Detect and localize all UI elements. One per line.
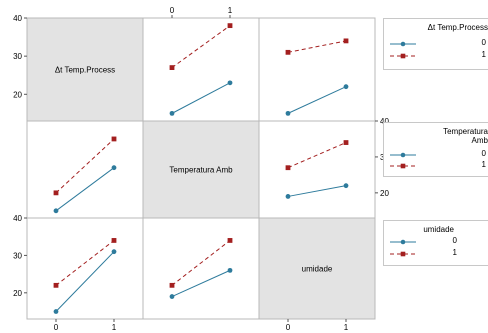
series-line-level-1 — [55, 240, 115, 286]
legend-symbol-level-1 — [390, 251, 416, 257]
series-line-level-0 — [55, 167, 115, 212]
x-tick-label: 1 — [228, 6, 233, 15]
y-tick-label: 40 — [380, 117, 389, 126]
factor-label: umidade — [302, 265, 333, 274]
diagonal-panel — [26, 17, 144, 122]
legend-title-line2: Amb — [471, 136, 488, 145]
legend-title: Δt Temp.Process — [427, 23, 488, 32]
factor-label: Δt Temp.Process — [55, 66, 115, 75]
data-point-level-0 — [343, 183, 349, 189]
series-line-level-0 — [55, 251, 115, 312]
data-point-level-0 — [169, 110, 175, 116]
data-point-level-0 — [53, 309, 59, 314]
x-tick-label: 0 — [286, 323, 291, 332]
series-line-level-0 — [171, 269, 231, 298]
y-tick-label: 20 — [13, 90, 22, 99]
legend-dt-temp-process: Δt Temp.Process 0 1 — [383, 18, 488, 70]
legend-entry-level-0: 0 — [384, 38, 488, 49]
series-line-level-0 — [171, 82, 231, 114]
series-line-level-1 — [287, 142, 347, 169]
data-point-level-1 — [343, 140, 349, 145]
legend-label: 0 — [481, 38, 486, 47]
legend-umidade: umidade 0 1 — [383, 220, 488, 266]
plot-panel — [142, 17, 260, 122]
data-point-level-1 — [285, 49, 291, 55]
data-point-level-0 — [285, 110, 291, 116]
legend-symbol-level-0 — [390, 41, 416, 47]
legend-label: 0 — [452, 236, 457, 245]
x-tick-label: 0 — [170, 6, 175, 15]
data-point-level-1 — [53, 190, 59, 196]
legend-entry-level-0: 0 — [384, 236, 488, 247]
factor-label: Temperatura Amb — [169, 166, 233, 175]
legend-label: 1 — [481, 160, 486, 169]
y-tick-label: 20 — [380, 189, 389, 198]
legend-symbol-level-1 — [390, 53, 416, 59]
data-point-level-1 — [227, 23, 233, 29]
plot-panel — [26, 217, 144, 320]
legend-entry-level-1: 1 — [384, 50, 488, 61]
legend-symbol-level-0 — [390, 152, 416, 158]
legend-symbol-level-1 — [390, 163, 416, 169]
y-tick-label: 30 — [13, 52, 22, 61]
x-tick-label: 0 — [54, 323, 59, 332]
diagonal-panel — [142, 120, 260, 219]
data-point-level-0 — [227, 267, 233, 273]
series-line-level-0 — [287, 185, 347, 197]
plot-panel — [258, 17, 376, 122]
series-line-level-1 — [171, 240, 231, 286]
data-point-level-1 — [111, 136, 117, 142]
legend-entry-level-1: 1 — [384, 248, 488, 259]
legend-label: 1 — [452, 248, 457, 257]
y-tick-label: 40 — [13, 14, 22, 23]
plot-panel — [26, 120, 144, 219]
data-point-level-1 — [111, 238, 117, 243]
y-tick-label: 30 — [13, 251, 22, 260]
data-point-level-0 — [285, 194, 291, 199]
data-point-level-0 — [227, 80, 233, 86]
legend-title: Temperatura — [443, 127, 488, 136]
series-line-level-1 — [171, 25, 231, 68]
series-line-level-1 — [55, 138, 115, 194]
legend-title: umidade — [423, 225, 454, 234]
data-point-level-0 — [111, 249, 117, 255]
y-tick-label: 20 — [13, 289, 22, 298]
data-point-level-1 — [285, 165, 291, 171]
data-point-level-1 — [169, 282, 175, 288]
legend-label: 0 — [481, 149, 486, 158]
x-tick-label: 1 — [112, 323, 117, 332]
data-point-level-1 — [53, 282, 59, 288]
legend-entry-level-0: 0 — [384, 149, 488, 160]
data-point-level-1 — [169, 65, 175, 70]
data-point-level-1 — [343, 38, 349, 44]
legend-symbol-level-0 — [390, 239, 416, 245]
plot-panel — [142, 217, 260, 320]
data-point-level-0 — [169, 294, 175, 299]
data-point-level-1 — [227, 238, 233, 243]
series-line-level-1 — [287, 40, 347, 53]
y-tick-label: 40 — [13, 214, 22, 223]
legend-temperatura-amb: Temperatura Amb 0 1 — [383, 122, 488, 177]
x-tick-label: 1 — [344, 323, 349, 332]
data-point-level-0 — [343, 84, 349, 90]
series-line-level-0 — [287, 86, 347, 114]
data-point-level-0 — [111, 165, 117, 171]
plot-panel — [258, 120, 376, 219]
diagonal-panel — [258, 217, 376, 320]
legend-label: 1 — [481, 50, 486, 59]
legend-entry-level-1: 1 — [384, 160, 488, 171]
data-point-level-0 — [53, 208, 59, 214]
